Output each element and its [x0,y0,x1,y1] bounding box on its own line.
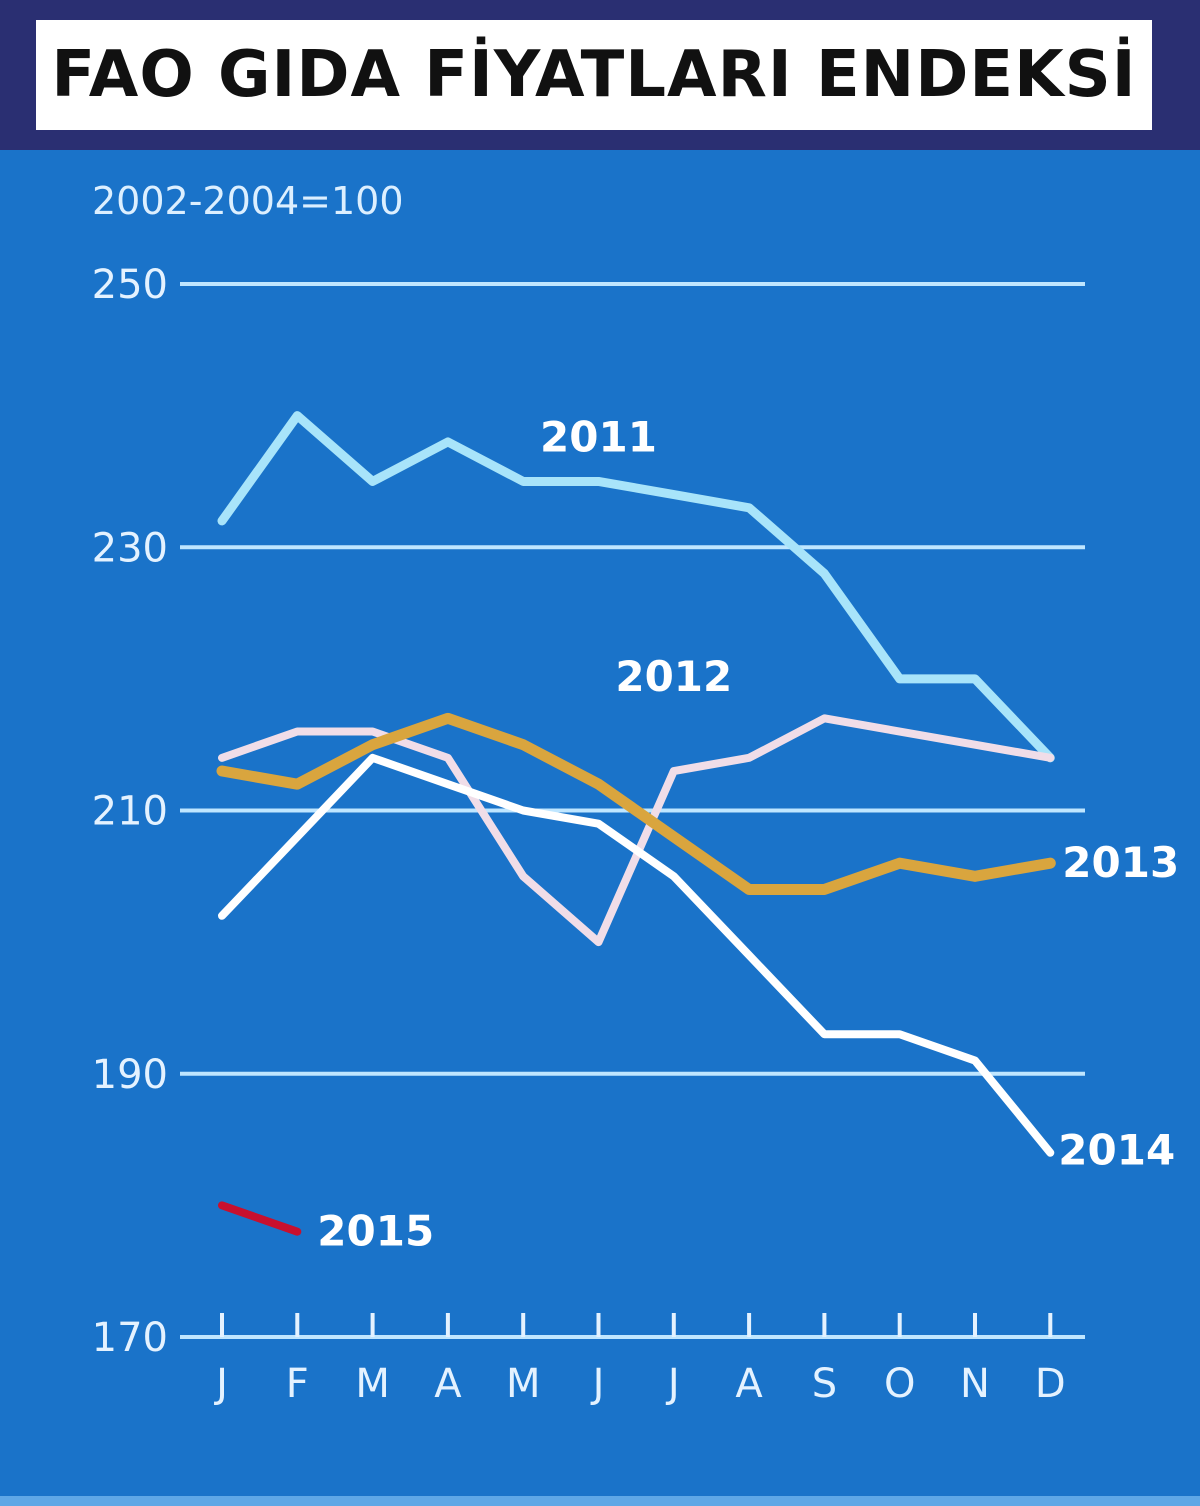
series-label-2012: 2012 [615,652,732,701]
x-tick-label: A [735,1361,763,1407]
series-line-2014 [218,753,1055,1157]
x-tick-label: S [812,1361,837,1407]
x-tick-label: J [213,1361,228,1407]
x-tick-label: A [434,1361,462,1407]
x-tick-label: D [1035,1361,1066,1407]
series-label-2014: 2014 [1058,1126,1175,1175]
x-tick-label: M [355,1361,390,1407]
series-line-2013 [216,712,1056,895]
x-tick-label: J [665,1361,680,1407]
y-tick-label: 170 [92,1315,168,1361]
title-box: FAO GIDA FİYATLARI ENDEKSİ [36,20,1152,130]
chart-subtitle: 2002-2004=100 [92,179,404,223]
bottom-border [0,1496,1200,1506]
series-line-2012 [218,714,1055,947]
series-line-2015 [218,1201,302,1236]
y-tick-label: 250 [92,262,168,308]
x-tick-label: J [590,1361,605,1407]
x-tick-label: O [884,1361,915,1407]
series-label-2013: 2013 [1062,838,1179,887]
chart-title: FAO GIDA FİYATLARI ENDEKSİ [51,38,1137,112]
y-tick-label: 210 [92,789,168,835]
series-label-2015: 2015 [317,1207,434,1256]
x-tick-label: M [506,1361,541,1407]
x-tick-label: N [960,1361,990,1407]
series-line-2011 [217,411,1055,763]
series-label-2011: 2011 [540,412,657,461]
y-tick-label: 190 [92,1052,168,1098]
x-tick-label: F [286,1361,309,1407]
y-tick-label: 230 [92,525,168,571]
